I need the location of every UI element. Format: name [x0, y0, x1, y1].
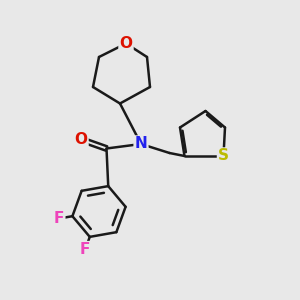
Text: O: O: [119, 36, 133, 51]
Text: O: O: [74, 132, 88, 147]
Text: S: S: [218, 148, 229, 164]
Text: F: F: [54, 211, 64, 226]
Text: F: F: [80, 242, 90, 257]
Text: N: N: [135, 136, 147, 152]
